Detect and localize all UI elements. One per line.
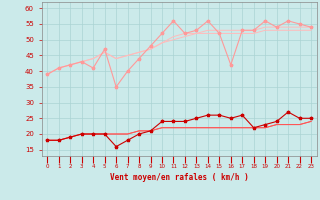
X-axis label: Vent moyen/en rafales ( km/h ): Vent moyen/en rafales ( km/h )	[110, 174, 249, 183]
